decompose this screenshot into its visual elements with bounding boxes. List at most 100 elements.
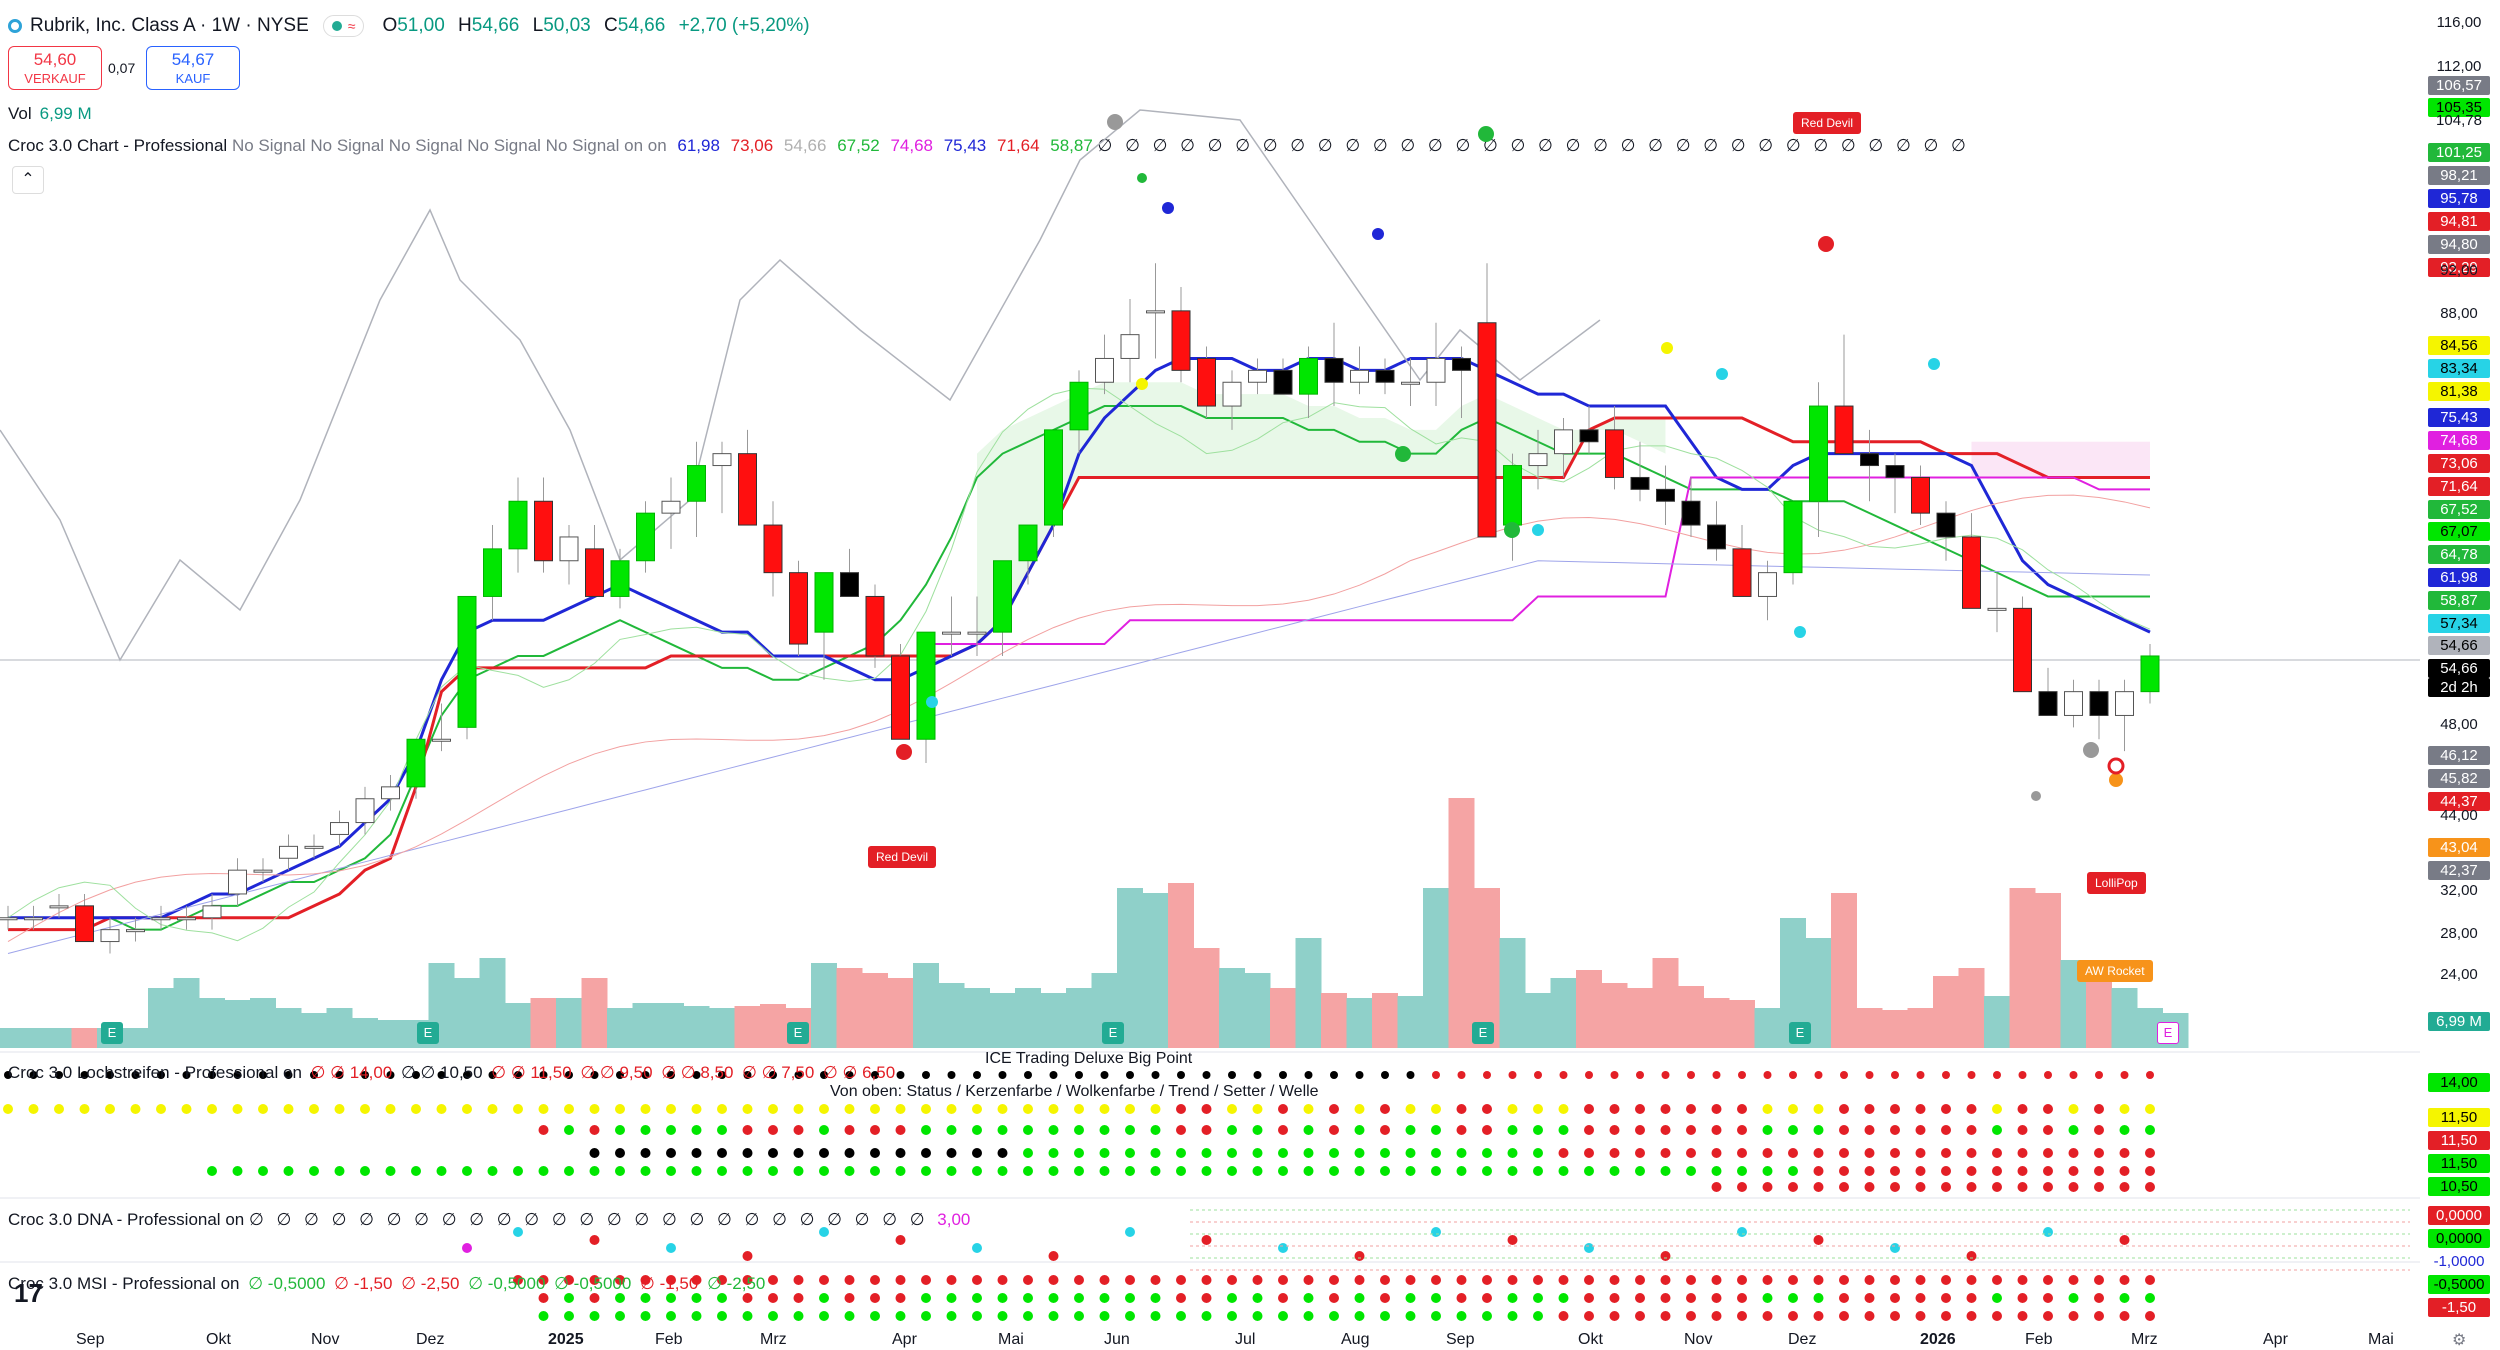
msi-dot	[1737, 1293, 1747, 1303]
tape-dot	[742, 1166, 753, 1176]
symbol-title[interactable]: Rubrik, Inc. Class A · 1W · NYSE	[30, 15, 309, 36]
msi-dot	[28, 1275, 39, 1285]
down-candle	[1375, 369, 1395, 383]
msi-dot	[1966, 1311, 1977, 1321]
earnings-icon[interactable]: E	[1789, 1022, 1811, 1044]
down-candle	[1452, 357, 1471, 371]
tape-dot	[895, 1148, 906, 1158]
dna-dot	[2043, 1227, 2053, 1237]
tape-dot	[1023, 1104, 1033, 1114]
earnings-icon[interactable]: E	[787, 1022, 809, 1044]
msi-dot	[2094, 1311, 2104, 1321]
volume-bar	[377, 1020, 404, 1048]
msi-dot	[1788, 1311, 1798, 1321]
market-open-icon	[331, 21, 342, 31]
up-candle	[304, 845, 324, 849]
dna-dot	[972, 1243, 982, 1253]
tape-dot	[921, 1148, 931, 1158]
collapse-legend-button[interactable]: ⌃	[12, 166, 44, 194]
volume-bar	[836, 968, 863, 1048]
msi-legend[interactable]: Croc 3.0 MSI - Professional on ∅ -0,5000…	[8, 1274, 766, 1293]
msi-dot	[895, 1275, 906, 1285]
sell-button[interactable]: 54,60 VERKAUF	[8, 46, 102, 90]
down-candle	[1273, 369, 1293, 395]
tape-dot	[590, 1071, 599, 1079]
tradingview-logo[interactable]: 17	[14, 1278, 43, 1308]
tape-dot	[1992, 1125, 2002, 1135]
lochstreifen-legend[interactable]: Croc 3.0 Lochstreifen - Professional on …	[8, 1063, 896, 1082]
tape-dot	[1176, 1148, 1186, 1158]
tape-dot	[564, 1125, 574, 1135]
tape-dot	[793, 1125, 804, 1135]
aw-rocket-badge[interactable]: AW Rocket	[2077, 960, 2153, 982]
msi-dot	[615, 1275, 625, 1285]
msi-dot	[997, 1293, 1008, 1303]
earnings-icon[interactable]: E	[1102, 1022, 1124, 1044]
up-candle	[1069, 381, 1089, 431]
buy-label: KAUF	[175, 71, 211, 86]
earnings-icon[interactable]: E	[1472, 1022, 1494, 1044]
tape-dot	[1381, 1071, 1389, 1079]
month-label: Sep	[76, 1331, 105, 1348]
croc-chart-values: 61,98 73,06 54,66 67,52 74,68 75,43 71,6…	[671, 136, 1092, 155]
tape-dot	[1405, 1125, 1416, 1135]
tape-dot	[1966, 1182, 1977, 1192]
signal-dot	[1818, 236, 1834, 252]
tape-dot	[616, 1071, 624, 1079]
buy-button[interactable]: 54,67 KAUF	[146, 46, 240, 90]
msi-dot	[2068, 1275, 2079, 1285]
signal-dot	[1136, 378, 1148, 390]
tape-dot	[361, 1071, 369, 1079]
tape-dot	[1380, 1104, 1390, 1114]
tape-dot	[487, 1104, 498, 1114]
lollipop-badge[interactable]: LolliPop	[2087, 872, 2146, 894]
tape-dot	[1355, 1071, 1364, 1079]
earnings-icon[interactable]: E	[2157, 1022, 2179, 1044]
tape-dot	[258, 1166, 268, 1176]
msi-dot	[1201, 1293, 1212, 1303]
earnings-icon[interactable]: E	[417, 1022, 439, 1044]
tape-dot	[2119, 1104, 2130, 1114]
earnings-icon[interactable]: E	[101, 1022, 123, 1044]
croc-chart-legend[interactable]: Croc 3.0 Chart - Professional No Signal …	[8, 136, 1970, 155]
symbol-icon[interactable]	[8, 19, 22, 33]
msi-dot	[462, 1275, 472, 1285]
volume-legend[interactable]: Vol 6,99 M	[8, 104, 92, 123]
tape-dot	[1354, 1125, 1365, 1135]
msi-dot	[1252, 1311, 1263, 1321]
volume-bar	[1295, 938, 1322, 1048]
msi-dot	[1048, 1293, 1059, 1303]
tape-dot	[1024, 1071, 1032, 1079]
msi-dot	[1456, 1293, 1467, 1303]
month-label: Apr	[892, 1331, 917, 1348]
volume-bar	[1423, 888, 1449, 1048]
volume-bar	[1040, 993, 1067, 1048]
signal-dot	[1395, 446, 1411, 462]
signal-dot	[1372, 228, 1384, 240]
msi-dot	[666, 1311, 676, 1321]
down-candle	[1936, 512, 1956, 538]
up-candle	[967, 631, 987, 635]
volume-bar	[71, 1028, 98, 1048]
tape-dot	[972, 1104, 982, 1114]
volume-bar	[1576, 970, 1602, 1048]
tape-dot	[2119, 1125, 2130, 1135]
tape-dot	[1864, 1166, 1875, 1176]
dna-legend[interactable]: Croc 3.0 DNA - Professional on ∅ ∅ ∅ ∅ ∅…	[8, 1210, 971, 1229]
red-devil-badge[interactable]: Red Devil	[1793, 112, 1862, 134]
down-candle	[2013, 607, 2032, 693]
loch-value: ∅ ∅ 10,50	[396, 1063, 483, 1082]
tape-dot	[1891, 1071, 1899, 1079]
month-label: Mai	[2368, 1331, 2394, 1348]
tape-dot	[589, 1125, 600, 1135]
msi-dot	[972, 1293, 982, 1303]
settings-icon[interactable]: ⚙	[2452, 1332, 2467, 1349]
tape-dot	[1839, 1104, 1849, 1114]
signal-dot	[1504, 522, 1520, 538]
tape-dot	[2043, 1182, 2053, 1192]
down-candle	[1630, 476, 1650, 490]
market-status-pill[interactable]: ≈	[322, 15, 365, 37]
up-candle	[1758, 572, 1777, 597]
red-devil-badge[interactable]: Red Devil	[868, 846, 937, 868]
